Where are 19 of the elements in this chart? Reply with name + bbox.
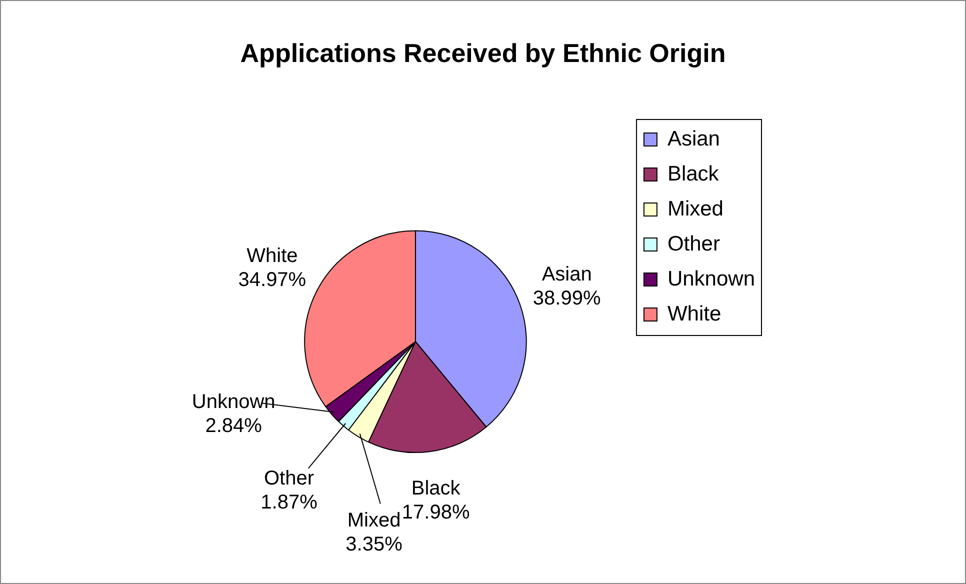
slice-label: Black: [411, 478, 462, 500]
legend-label: Asian: [667, 127, 720, 150]
legend-label: Other: [667, 232, 720, 256]
data-label: 38.99%: [532, 288, 601, 310]
legend-label: Unknown: [667, 267, 756, 290]
slice-label: Mixed: [347, 510, 401, 532]
slice-label: White: [246, 244, 298, 267]
slice-label: Asian: [542, 264, 592, 286]
slice-label: Other: [264, 468, 314, 490]
legend-label: Black: [667, 162, 720, 186]
data-label: 17.98%: [402, 502, 470, 524]
data-label: 1.87%: [260, 492, 318, 514]
legend-label: Mixed: [667, 197, 724, 220]
chart-title: Applications Received by Ethnic Origin: [240, 38, 726, 68]
legend-label: White: [667, 302, 722, 326]
data-label: 2.84%: [205, 414, 262, 437]
slice-label: Unknown: [192, 390, 276, 413]
data-label: 3.35%: [346, 534, 403, 556]
data-label: 34.97%: [238, 268, 306, 291]
